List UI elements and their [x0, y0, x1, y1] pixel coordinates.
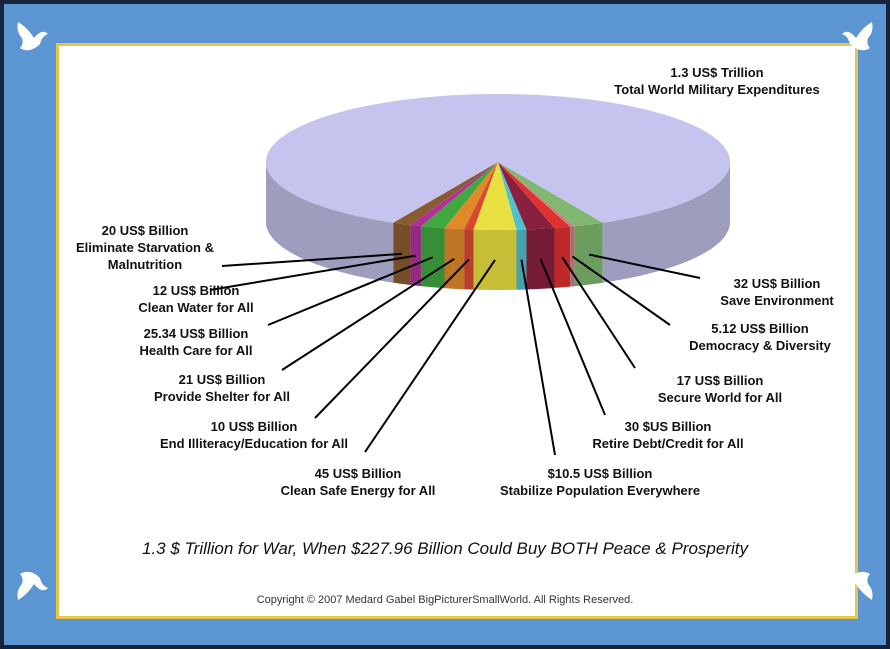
copyright: Copyright © 2007 Medard Gabel BigPicture…: [0, 594, 890, 606]
value-label: 32 US$ Billion: [677, 275, 877, 292]
category-label: Health Care for All: [96, 342, 296, 359]
value-label: 30 $US Billion: [548, 418, 788, 435]
chart-title: 1.3 $ Trillion for War, When $227.96 Bil…: [0, 539, 890, 559]
slice-side: [464, 229, 474, 289]
category-label: End Illiteracy/Education for All: [134, 435, 374, 452]
category-label: Eliminate Starvation & Malnutrition: [60, 239, 230, 273]
value-label: 10 US$ Billion: [134, 418, 374, 435]
category-label: Secure World for All: [620, 389, 820, 406]
value-label: 17 US$ Billion: [620, 372, 820, 389]
page: 1.3 $ Trillion for War, When $227.96 Bil…: [0, 0, 890, 649]
category-label: Provide Shelter for All: [122, 388, 322, 405]
leader-line: [365, 260, 495, 452]
value-label: 20 US$ Billion: [60, 222, 230, 239]
value-label: 1.3 US$ Trillion: [587, 64, 847, 81]
value-label: 21 US$ Billion: [122, 371, 322, 388]
value-label: 12 US$ Billion: [96, 282, 296, 299]
value-label: 25.34 US$ Billion: [96, 325, 296, 342]
category-label: Retire Debt/Credit for All: [548, 435, 788, 452]
leader-line: [315, 259, 469, 418]
value-label: $10.5 US$ Billion: [470, 465, 730, 482]
dove: [18, 22, 49, 50]
value-label: 45 US$ Billion: [238, 465, 478, 482]
dove: [842, 22, 873, 50]
category-label: Clean Safe Energy for All: [238, 482, 478, 499]
category-label: Save Environment: [677, 292, 877, 309]
category-label: Stabilize Population Everywhere: [470, 482, 730, 499]
category-label: Total World Military Expenditures: [587, 81, 847, 98]
category-label: Clean Water for All: [96, 299, 296, 316]
category-label: Democracy & Diversity: [660, 337, 860, 354]
slice-side: [575, 223, 603, 287]
value-label: 5.12 US$ Billion: [660, 320, 860, 337]
slice-side: [555, 227, 571, 288]
